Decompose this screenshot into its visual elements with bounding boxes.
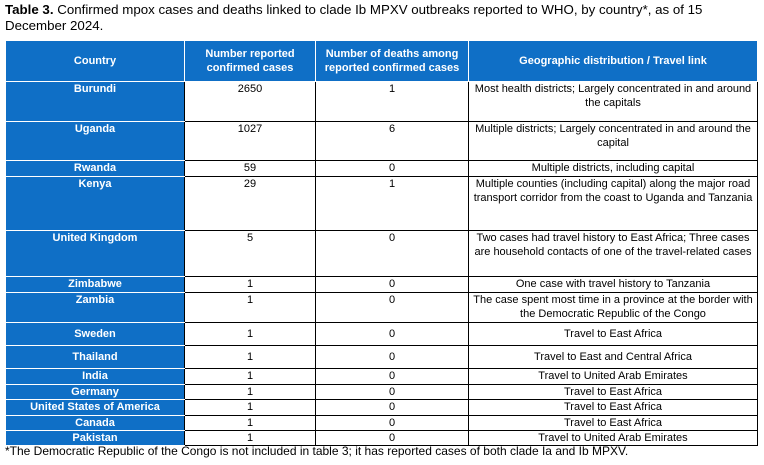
cases-cell: 1 [184, 292, 316, 323]
country-cell: Kenya [5, 176, 185, 231]
country-cell: Canada [5, 414, 185, 431]
geo-cell: One case with travel history to Tanzania [468, 276, 758, 293]
cases-cell: 1 [184, 345, 316, 369]
deaths-cell: 0 [315, 399, 469, 416]
deaths-cell: 0 [315, 345, 469, 369]
table-row: Kenya 29 1 Multiple counties (including … [5, 176, 758, 231]
geo-cell: Travel to East Africa [468, 322, 758, 346]
cases-cell: 1 [184, 399, 316, 416]
table-row: Pakistan 1 0 Travel to United Arab Emira… [5, 429, 758, 447]
country-cell: Burundi [5, 81, 185, 122]
header-deaths: Number of deaths among reported confirme… [315, 40, 469, 82]
cases-cell: 1027 [184, 121, 316, 161]
country-cell: Pakistan [5, 429, 185, 447]
cases-cell: 1 [184, 276, 316, 293]
cases-cell: 1 [184, 322, 316, 346]
table-row: India 1 0 Travel to United Arab Emirates [5, 368, 758, 385]
deaths-cell: 0 [315, 322, 469, 346]
geo-cell: Travel to East Africa [468, 399, 758, 416]
country-cell: Rwanda [5, 160, 185, 177]
table-row: Zambia 1 0 The case spent most time in a… [5, 292, 758, 323]
deaths-cell: 0 [315, 414, 469, 431]
country-cell: Germany [5, 383, 185, 401]
cases-cell: 5 [184, 230, 316, 277]
deaths-cell: 0 [315, 160, 469, 177]
table-row: United Kingdom 5 0 Two cases had travel … [5, 230, 758, 277]
table-row: Thailand 1 0 Travel to East and Central … [5, 345, 758, 369]
mpox-table: Country Number reported confirmed cases … [5, 40, 758, 447]
geo-cell: Travel to East and Central Africa [468, 345, 758, 369]
deaths-cell: 0 [315, 383, 469, 401]
geo-cell: Multiple counties (including capital) al… [468, 176, 758, 231]
cases-cell: 59 [184, 160, 316, 177]
geo-cell: Multiple districts; Largely concentrated… [468, 121, 758, 161]
header-country: Country [5, 40, 185, 82]
cases-cell: 1 [184, 368, 316, 385]
geo-cell: Two cases had travel history to East Afr… [468, 230, 758, 277]
geo-cell: Travel to East Africa [468, 414, 758, 431]
table-row: Rwanda 59 0 Multiple districts, includin… [5, 160, 758, 177]
country-cell: India [5, 368, 185, 385]
geo-cell: Travel to United Arab Emirates [468, 429, 758, 447]
cases-cell: 29 [184, 176, 316, 231]
table-row: Burundi 2650 1 Most health districts; La… [5, 81, 758, 122]
table-header-row: Country Number reported confirmed cases … [5, 40, 758, 82]
table-row: Canada 1 0 Travel to East Africa [5, 414, 758, 431]
country-cell: Zimbabwe [5, 276, 185, 293]
table-row: United States of America 1 0 Travel to E… [5, 399, 758, 416]
deaths-cell: 0 [315, 276, 469, 293]
deaths-cell: 1 [315, 81, 469, 122]
table-footnote: *The Democratic Republic of the Congo is… [5, 444, 629, 458]
deaths-cell: 0 [315, 292, 469, 323]
header-cases: Number reported confirmed cases [184, 40, 316, 82]
country-cell: Thailand [5, 345, 185, 369]
deaths-cell: 0 [315, 230, 469, 277]
cases-cell: 1 [184, 414, 316, 431]
deaths-cell: 1 [315, 176, 469, 231]
geo-cell: Multiple districts, including capital [468, 160, 758, 177]
caption-text: Confirmed mpox cases and deaths linked t… [5, 2, 703, 33]
deaths-cell: 6 [315, 121, 469, 161]
table-row: Zimbabwe 1 0 One case with travel histor… [5, 276, 758, 293]
geo-cell: Most health districts; Largely concentra… [468, 81, 758, 122]
geo-cell: Travel to United Arab Emirates [468, 368, 758, 385]
country-cell: United Kingdom [5, 230, 185, 277]
caption-label: Table 3. [5, 2, 54, 17]
country-cell: Uganda [5, 121, 185, 161]
cases-cell: 2650 [184, 81, 316, 122]
country-cell: United States of America [5, 399, 185, 416]
table-caption: Table 3. Confirmed mpox cases and deaths… [5, 2, 757, 34]
deaths-cell: 0 [315, 368, 469, 385]
cases-cell: 1 [184, 383, 316, 401]
header-geo: Geographic distribution / Travel link [468, 40, 758, 82]
table-row: Uganda 1027 6 Multiple districts; Largel… [5, 121, 758, 161]
geo-cell: Travel to East Africa [468, 383, 758, 401]
geo-cell: The case spent most time in a province a… [468, 292, 758, 323]
table-row: Sweden 1 0 Travel to East Africa [5, 322, 758, 346]
table-row: Germany 1 0 Travel to East Africa [5, 383, 758, 401]
country-cell: Zambia [5, 292, 185, 323]
country-cell: Sweden [5, 322, 185, 346]
